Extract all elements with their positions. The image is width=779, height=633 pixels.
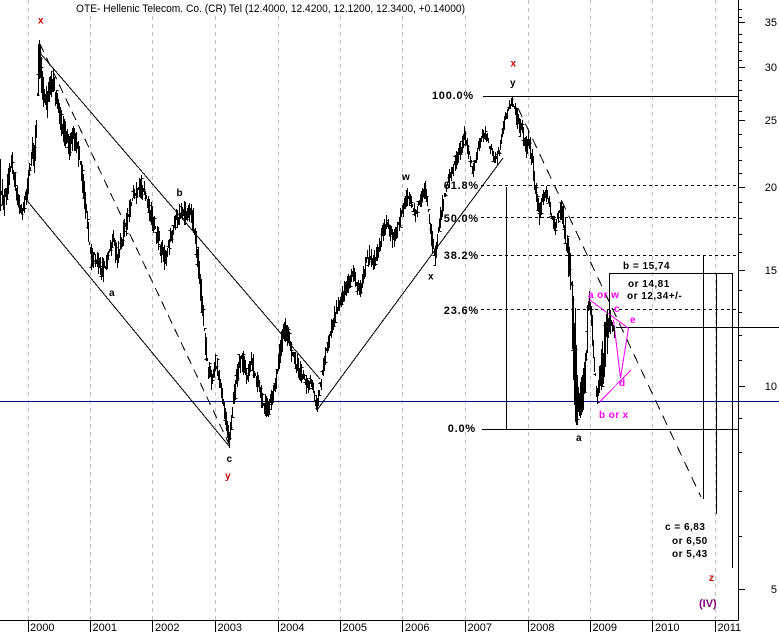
- svg-text:y: y: [225, 471, 231, 482]
- svg-text:61.8%: 61.8%: [444, 180, 479, 192]
- svg-text:2005: 2005: [343, 622, 367, 633]
- svg-text:c = 6,83: c = 6,83: [665, 522, 705, 533]
- svg-text:a or w: a or w: [588, 290, 619, 301]
- svg-text:b = 15,74: b = 15,74: [623, 261, 670, 272]
- svg-text:a: a: [109, 288, 115, 299]
- svg-text:0.0%: 0.0%: [448, 423, 476, 435]
- svg-text:or 14,81: or 14,81: [628, 279, 670, 290]
- svg-text:35: 35: [765, 17, 777, 29]
- svg-text:b or x: b or x: [599, 410, 629, 421]
- svg-text:30: 30: [765, 62, 777, 74]
- svg-text:c: c: [614, 304, 620, 315]
- svg-text:2010: 2010: [655, 622, 679, 633]
- svg-text:or 6,50: or 6,50: [672, 536, 708, 547]
- svg-text:y: y: [510, 78, 516, 89]
- svg-text:2007: 2007: [468, 622, 492, 633]
- svg-text:x: x: [511, 59, 517, 70]
- svg-text:d: d: [619, 378, 626, 389]
- svg-text:38.2%: 38.2%: [444, 250, 479, 262]
- svg-text:(IV): (IV): [699, 598, 717, 610]
- svg-text:2001: 2001: [93, 622, 117, 633]
- svg-text:2000: 2000: [30, 622, 54, 633]
- svg-text:2006: 2006: [405, 622, 429, 633]
- svg-text:15: 15: [765, 265, 777, 277]
- svg-text:or 12,34+/-: or 12,34+/-: [627, 291, 682, 302]
- svg-text:e: e: [630, 315, 636, 326]
- svg-text:b: b: [177, 188, 184, 199]
- svg-text:z: z: [709, 573, 714, 584]
- svg-text:2008: 2008: [530, 622, 554, 633]
- svg-text:a: a: [576, 433, 582, 444]
- svg-text:or 5,43: or 5,43: [672, 549, 708, 560]
- svg-text:2002: 2002: [155, 622, 179, 633]
- svg-text:25: 25: [765, 115, 777, 127]
- svg-text:10: 10: [765, 381, 777, 393]
- svg-text:23.6%: 23.6%: [444, 305, 479, 317]
- svg-text:100.0%: 100.0%: [432, 90, 474, 102]
- svg-text:2003: 2003: [218, 622, 242, 633]
- svg-text:2009: 2009: [593, 622, 617, 633]
- svg-text:x: x: [38, 16, 44, 27]
- svg-text:2004: 2004: [280, 622, 304, 633]
- svg-text:20: 20: [765, 182, 777, 194]
- svg-text:OTE- Hellenic Telecom. Co. (CR: OTE- Hellenic Telecom. Co. (CR) Tel (12.…: [76, 3, 465, 15]
- svg-text:x: x: [428, 272, 434, 283]
- svg-text:2011: 2011: [718, 622, 742, 633]
- svg-text:c: c: [227, 454, 233, 465]
- svg-text:w: w: [401, 172, 410, 183]
- svg-text:5: 5: [771, 584, 777, 596]
- svg-text:50.0%: 50.0%: [444, 213, 479, 225]
